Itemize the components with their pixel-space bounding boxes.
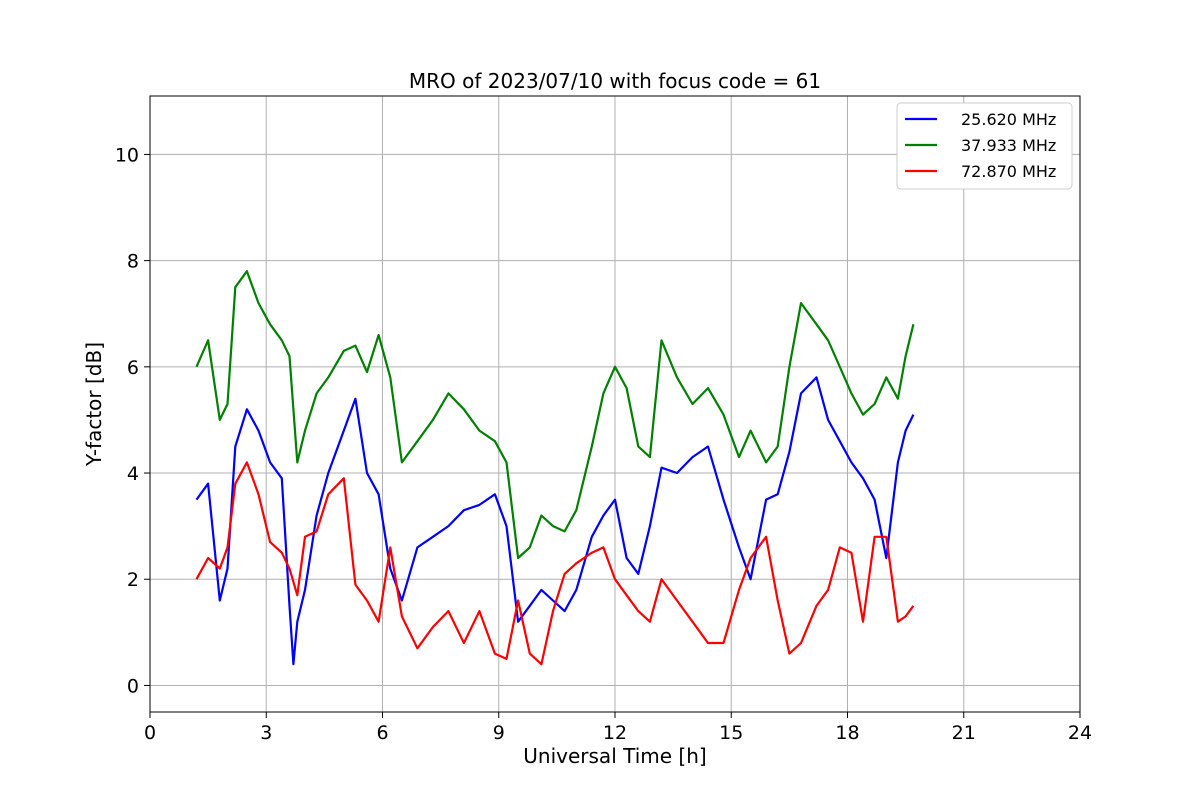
legend-label-72-870-mhz: 72.870 MHz [961,162,1056,181]
series-line-25-620-mhz [195,376,915,666]
legend-label-37-933-mhz: 37.933 MHz [961,136,1056,155]
y-tick-label: 4 [127,463,139,485]
y-tick-label: 8 [127,251,139,273]
x-tick-label: 18 [835,722,859,744]
legend-label-25-620-mhz: 25.620 MHz [961,110,1056,129]
x-tick-label: 24 [1068,722,1092,744]
legend-box [896,102,1073,190]
x-tick-label: 3 [260,722,272,744]
y-tick-label: 10 [115,144,139,166]
y-tick-label: 6 [127,357,139,379]
x-axis-label: Universal Time [h] [523,744,706,768]
series-line-37-933-mhz [195,270,915,560]
series-line-72-870-mhz [195,461,915,666]
x-tick-label: 12 [603,722,627,744]
x-tick-label: 15 [719,722,743,744]
legend: 25.620 MHz 37.933 MHz 72.870 MHz [896,102,1073,190]
y-axis-label: Y-factor [dB] [82,342,106,467]
y-tick-label: 2 [127,569,139,591]
y-tick-label: 0 [127,675,139,697]
x-tick-label: 9 [493,722,505,744]
x-tick-label: 6 [376,722,388,744]
series-group [195,270,915,666]
x-tick-label: 0 [144,722,156,744]
chart-title: MRO of 2023/07/10 with focus code = 61 [409,69,821,93]
x-tick-label: 21 [952,722,976,744]
